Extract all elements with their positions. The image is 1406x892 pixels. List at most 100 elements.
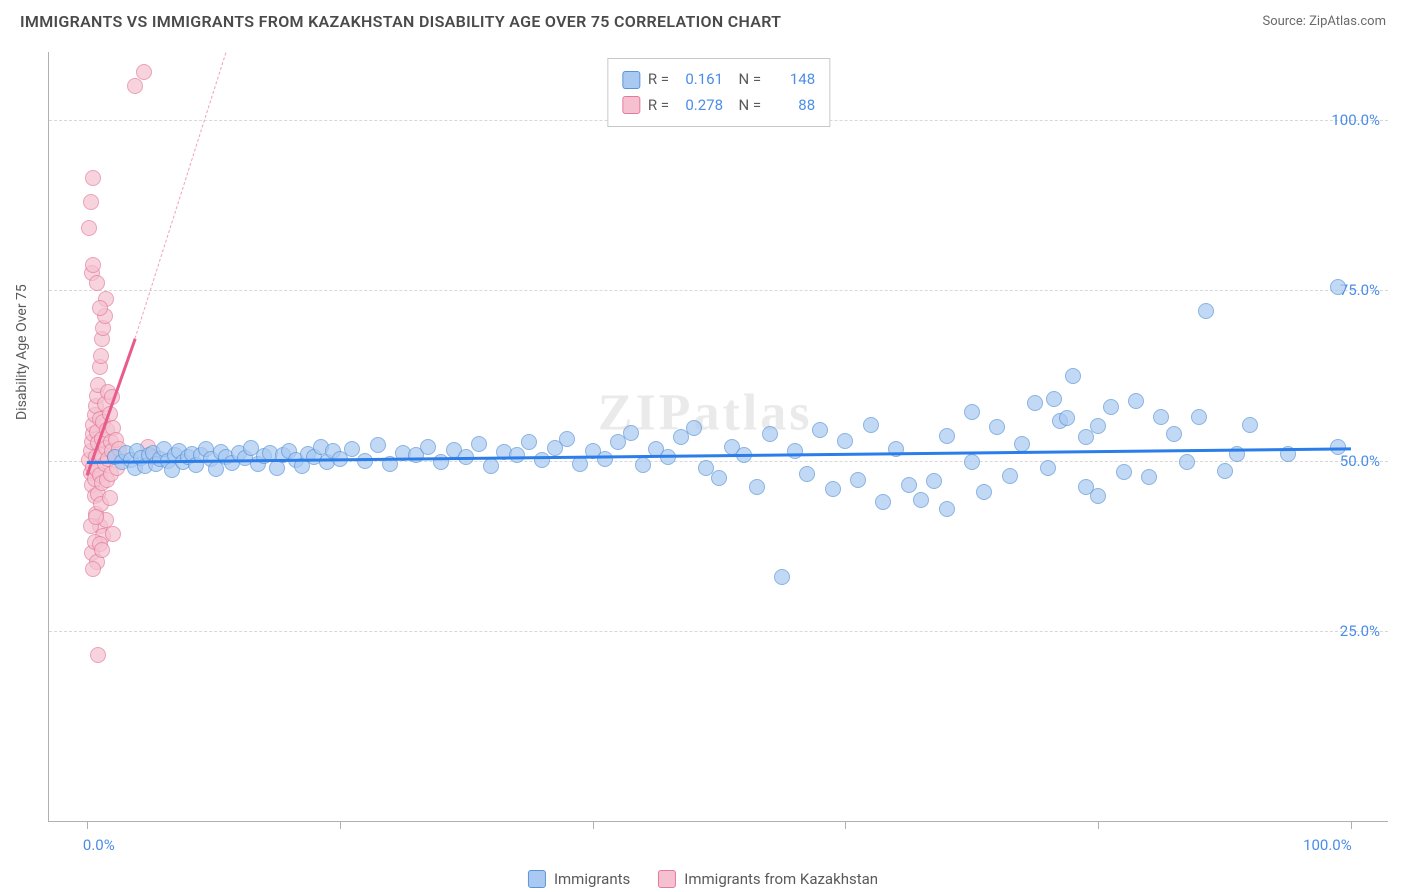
scatter-point — [92, 300, 108, 316]
scatter-point — [1242, 417, 1258, 433]
scatter-point — [483, 458, 499, 474]
stats-r-label: R = — [648, 67, 669, 93]
scatter-point — [913, 492, 929, 508]
y-tick-label: 100.0% — [1331, 111, 1380, 129]
chart-title: IMMIGRANTS VS IMMIGRANTS FROM KAZAKHSTAN… — [20, 12, 781, 31]
scatter-point — [1166, 426, 1182, 442]
gridline-h — [49, 290, 1388, 291]
scatter-point — [1059, 410, 1075, 426]
stats-n-value: 88 — [769, 93, 815, 119]
legend-swatch — [622, 96, 640, 114]
scatter-point — [989, 419, 1005, 435]
scatter-point — [1191, 409, 1207, 425]
x-tick — [1351, 821, 1352, 829]
legend-swatch — [528, 870, 546, 888]
x-tick — [845, 821, 846, 829]
scatter-point — [799, 466, 815, 482]
scatter-point — [1027, 395, 1043, 411]
scatter-point — [1217, 463, 1233, 479]
scatter-point — [825, 481, 841, 497]
scatter-point — [1153, 409, 1169, 425]
scatter-point — [863, 417, 879, 433]
scatter-point — [939, 428, 955, 444]
scatter-point — [420, 439, 436, 455]
scatter-point — [1090, 418, 1106, 434]
scatter-point — [1046, 391, 1062, 407]
scatter-point — [749, 479, 765, 495]
stats-n-value: 148 — [769, 67, 815, 93]
scatter-point — [471, 436, 487, 452]
scatter-point — [1141, 469, 1157, 485]
stats-r-label: R = — [648, 93, 669, 119]
legend-item: Immigrants from Kazakhstan — [658, 870, 878, 888]
scatter-point — [433, 454, 449, 470]
scatter-point — [976, 484, 992, 500]
scatter-point — [93, 348, 109, 364]
scatter-point — [1002, 468, 1018, 484]
stats-legend-row: R = 0.278 N = 88 — [622, 93, 815, 119]
scatter-point — [711, 470, 727, 486]
stats-legend: R = 0.161 N = 148 R = 0.278 N = 88 — [607, 58, 830, 127]
bottom-legend: Immigrants Immigrants from Kazakhstan — [528, 870, 878, 888]
legend-item: Immigrants — [528, 870, 630, 888]
stats-r-value: 0.161 — [677, 67, 723, 93]
x-tick-label: 100.0% — [1303, 836, 1352, 854]
scatter-point — [964, 404, 980, 420]
scatter-point — [370, 437, 386, 453]
scatter-point — [105, 526, 121, 542]
scatter-chart: ZIPatlas R =0.161 N =148R =0.278 N =88 2… — [48, 52, 1388, 822]
scatter-point — [1103, 399, 1119, 415]
stats-n-label: N = — [731, 67, 761, 93]
y-tick-label: 50.0% — [1340, 452, 1380, 470]
scatter-point — [1090, 488, 1106, 504]
scatter-point — [534, 452, 550, 468]
x-tick-label: 0.0% — [83, 836, 115, 854]
scatter-point — [521, 434, 537, 450]
scatter-point — [88, 509, 104, 525]
scatter-point — [81, 220, 97, 236]
gridline-h — [49, 631, 1388, 632]
scatter-point — [686, 420, 702, 436]
legend-label: Immigrants from Kazakhstan — [684, 870, 878, 888]
scatter-point — [102, 490, 118, 506]
scatter-point — [939, 501, 955, 517]
scatter-point — [559, 431, 575, 447]
stats-legend-row: R = 0.161 N = 148 — [622, 67, 815, 93]
scatter-point — [509, 447, 525, 463]
x-tick — [593, 821, 594, 829]
x-tick — [1098, 821, 1099, 829]
legend-swatch — [658, 870, 676, 888]
scatter-point — [762, 426, 778, 442]
scatter-point — [94, 542, 110, 558]
scatter-point — [85, 561, 101, 577]
scatter-point — [875, 494, 891, 510]
legend-swatch — [622, 71, 640, 89]
scatter-point — [1198, 303, 1214, 319]
scatter-point — [89, 275, 105, 291]
scatter-point — [85, 257, 101, 273]
scatter-point — [1078, 429, 1094, 445]
trendline — [134, 52, 226, 338]
scatter-point — [964, 454, 980, 470]
chart-header: IMMIGRANTS VS IMMIGRANTS FROM KAZAKHSTAN… — [0, 0, 1406, 39]
y-axis-label: Disability Age Over 75 — [14, 284, 30, 420]
x-tick — [87, 821, 88, 829]
scatter-point — [85, 170, 101, 186]
scatter-point — [597, 451, 613, 467]
chart-source: Source: ZipAtlas.com — [1262, 14, 1386, 29]
scatter-point — [926, 473, 942, 489]
scatter-point — [623, 425, 639, 441]
y-tick-label: 25.0% — [1340, 622, 1380, 640]
stats-r-value: 0.278 — [677, 93, 723, 119]
scatter-point — [901, 477, 917, 493]
stats-n-label: N = — [731, 93, 761, 119]
scatter-point — [812, 422, 828, 438]
legend-label: Immigrants — [554, 870, 630, 888]
scatter-point — [127, 78, 143, 94]
x-tick — [340, 821, 341, 829]
scatter-point — [635, 457, 651, 473]
scatter-point — [837, 433, 853, 449]
scatter-point — [1330, 279, 1346, 295]
scatter-point — [774, 569, 790, 585]
scatter-point — [83, 194, 99, 210]
